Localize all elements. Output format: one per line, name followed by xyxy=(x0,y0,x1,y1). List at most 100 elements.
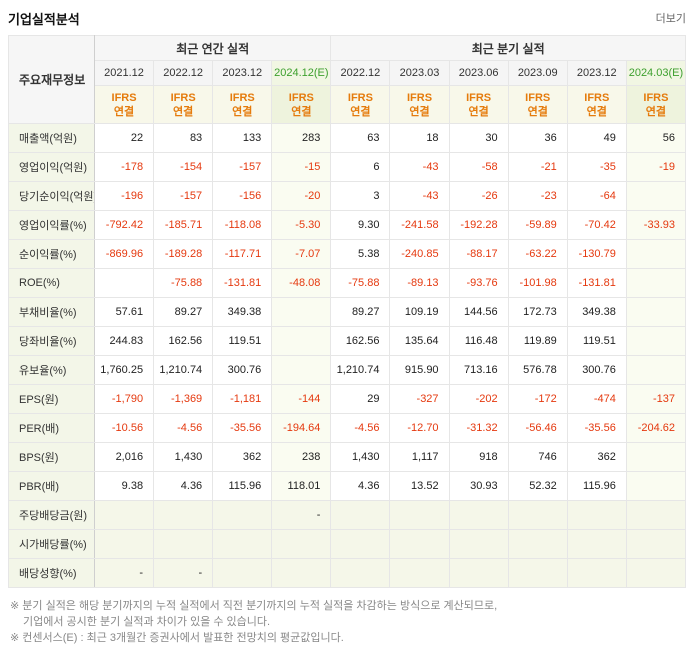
accounting-standard-header: IFRS 연결 xyxy=(389,85,450,124)
ifrs-label-line1: IFRS xyxy=(347,91,373,104)
metric-label: 순이익률(%) xyxy=(8,239,95,269)
value-cell xyxy=(330,529,391,559)
footnote: 기업에서 공시한 분기 실적과 차이가 있을 수 있습니다. xyxy=(23,616,271,628)
value-cell: - xyxy=(153,558,214,588)
value-cell: -35.56 xyxy=(566,413,627,443)
value-cell xyxy=(625,529,687,559)
footnotes: ※ 분기 실적은 해당 분기까지의 누적 실적에서 직전 분기까지의 누적 실적… xyxy=(8,598,686,646)
value-cell: -1,181 xyxy=(212,384,273,414)
value-cell: -137 xyxy=(625,384,687,414)
value-cell: 89.27 xyxy=(330,297,391,327)
value-cell: -7.07 xyxy=(271,239,332,269)
value-cell: -131.81 xyxy=(566,268,627,298)
metric-label: BPS(원) xyxy=(8,442,95,472)
value-cell: -474 xyxy=(566,384,627,414)
ifrs-label-line2: 연결 xyxy=(173,105,194,118)
value-cell xyxy=(212,500,273,530)
value-cell: 349.38 xyxy=(212,297,273,327)
value-cell: 9.30 xyxy=(330,210,391,240)
value-cell: 349.38 xyxy=(566,297,627,327)
value-cell xyxy=(625,181,687,211)
value-cell xyxy=(448,529,509,559)
value-cell: -1,369 xyxy=(153,384,214,414)
value-cell: 116.48 xyxy=(448,326,509,356)
value-cell: 36 xyxy=(507,123,568,153)
value-cell: -12.70 xyxy=(389,413,450,443)
column-header-date: 2023.12 xyxy=(212,60,273,86)
table-row: 부채비율(%) 57.61 89.27 349.38 89.27 109.19 144.56… xyxy=(8,297,687,327)
value-cell xyxy=(566,500,627,530)
value-cell: -792.42 xyxy=(93,210,155,240)
accounting-standard-header: IFRS 연결 xyxy=(330,85,391,124)
value-cell: -204.62 xyxy=(625,413,687,443)
page-title: 기업실적분석 xyxy=(8,11,80,27)
column-header-date: 2021.12 xyxy=(93,60,155,86)
value-cell: 119.89 xyxy=(507,326,568,356)
value-cell: -15 xyxy=(271,152,332,182)
value-cell xyxy=(93,268,155,298)
value-cell xyxy=(271,355,332,385)
table-row: EPS(원) -1,790 -1,369 -1,181 -144 29 -327 -202 -1… xyxy=(8,384,687,414)
column-header-date: 2023.12 xyxy=(566,60,627,86)
accounting-standard-header: IFRS 연결 xyxy=(566,85,627,124)
value-cell xyxy=(507,558,568,588)
value-cell: 22 xyxy=(93,123,155,153)
value-cell xyxy=(271,326,332,356)
value-cell: -156 xyxy=(212,181,273,211)
value-cell: -118.08 xyxy=(212,210,273,240)
value-cell: 1,210.74 xyxy=(330,355,391,385)
more-link[interactable]: 더보기 xyxy=(655,13,686,25)
value-cell xyxy=(153,500,214,530)
metric-label: 영업이익률(%) xyxy=(8,210,95,240)
value-cell: -131.81 xyxy=(212,268,273,298)
value-cell: -43 xyxy=(389,152,450,182)
value-cell: 918 xyxy=(448,442,509,472)
ifrs-label-line1: IFRS xyxy=(584,91,610,104)
table-row: 매출액(억원) 22 83 133 283 63 18 30 36 49 56 xyxy=(8,123,687,153)
value-cell: -4.56 xyxy=(153,413,214,443)
value-cell: 3 xyxy=(330,181,391,211)
value-cell xyxy=(625,558,687,588)
column-header-date: 2024.03(E) xyxy=(625,60,687,86)
value-cell: -88.17 xyxy=(448,239,509,269)
value-cell: -58 xyxy=(448,152,509,182)
ifrs-label-line2: 연결 xyxy=(527,105,548,118)
value-cell: 576.78 xyxy=(507,355,568,385)
table-head: 주요재무정보 최근 연간 실적 최근 분기 실적 2021.12 2022.12 2023… xyxy=(8,35,687,124)
metric-label: 매출액(억원) xyxy=(8,123,95,153)
metric-label: PBR(배) xyxy=(8,471,95,501)
ifrs-label-line1: IFRS xyxy=(643,91,669,104)
value-cell xyxy=(271,297,332,327)
value-cell xyxy=(271,558,332,588)
table-row: 당기순이익(억원) -196 -157 -156 -20 3 -43 -26 -23 -64 xyxy=(8,181,687,211)
value-cell: -1,790 xyxy=(93,384,155,414)
value-cell: -48.08 xyxy=(271,268,332,298)
value-cell: -21 xyxy=(507,152,568,182)
value-cell: 109.19 xyxy=(389,297,450,327)
table-row: 유보율(%) 1,760.25 1,210.74 300.76 1,210.74 915.… xyxy=(8,355,687,385)
value-cell xyxy=(507,529,568,559)
value-cell xyxy=(625,355,687,385)
value-cell xyxy=(389,558,450,588)
metric-label: 당좌비율(%) xyxy=(8,326,95,356)
date-header-row: 2021.12 2022.12 2023.12 2024.12(E) 2022.12 20… xyxy=(9,60,687,86)
accounting-standard-header: IFRS 연결 xyxy=(507,85,568,124)
accounting-standard-header: IFRS 연결 xyxy=(153,85,214,124)
value-cell: - xyxy=(271,500,332,530)
metric-label: 배당성향(%) xyxy=(8,558,95,588)
value-cell xyxy=(153,529,214,559)
value-cell: 135.64 xyxy=(389,326,450,356)
accounting-standard-header: IFRS 연결 xyxy=(212,85,273,124)
ifrs-label-line2: 연결 xyxy=(291,105,312,118)
ifrs-label-line2: 연결 xyxy=(232,105,253,118)
value-cell xyxy=(507,500,568,530)
column-header-date: 2023.09 xyxy=(507,60,568,86)
value-cell: -20 xyxy=(271,181,332,211)
ifrs-label-line2: 연결 xyxy=(645,105,667,118)
metric-label: 영업이익(억원) xyxy=(8,152,95,182)
value-cell: 63 xyxy=(330,123,391,153)
value-cell: -89.13 xyxy=(389,268,450,298)
value-cell xyxy=(625,239,687,269)
value-cell xyxy=(389,500,450,530)
